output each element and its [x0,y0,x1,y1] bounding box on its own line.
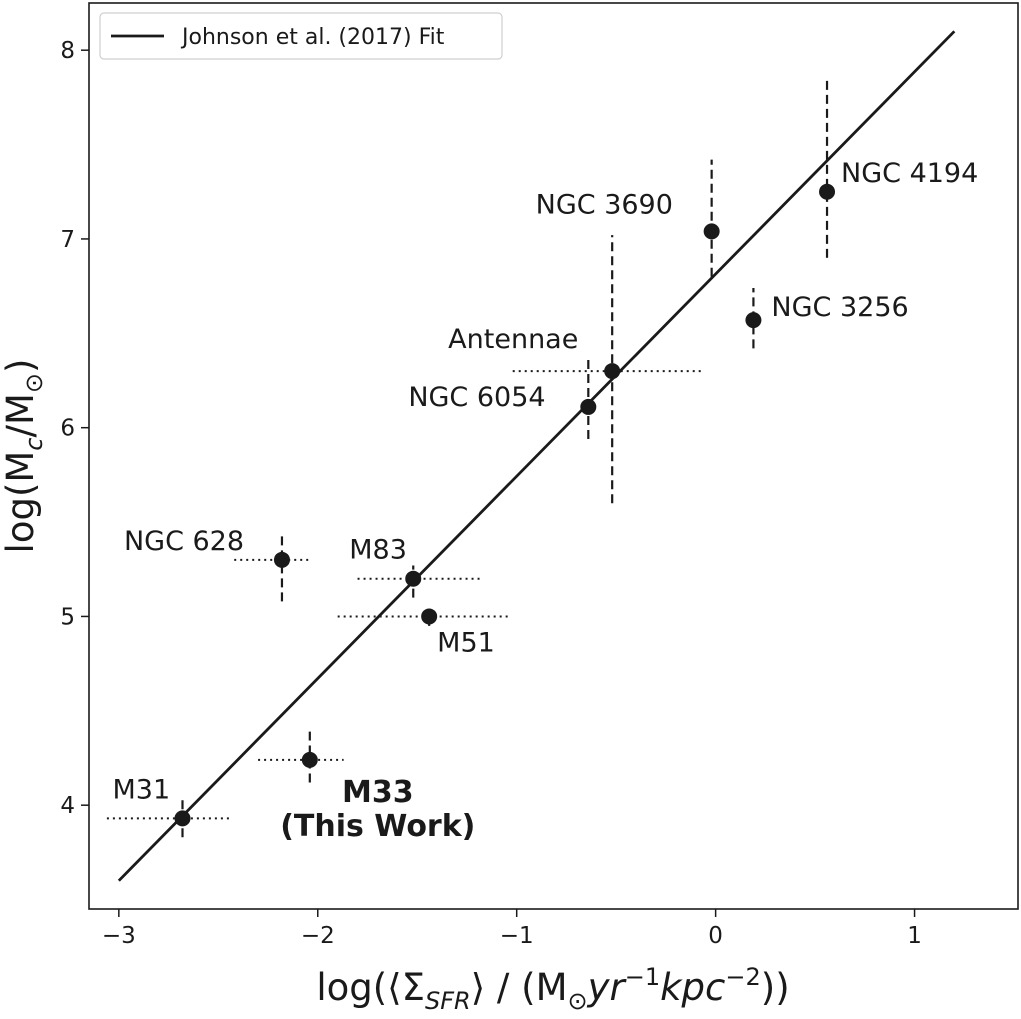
point-label-ngc-3256: NGC 3256 [771,292,908,323]
y-tick-label: 8 [60,38,75,64]
data-point-m31 [174,810,191,827]
data-point-ngc-6054 [580,398,597,415]
x-tick-label: 1 [907,923,922,949]
point-label-m83: M83 [349,535,407,566]
point-labels-layer: M31 M33(This Work) NGC 628 M83 M51 NGC 6054 An… [112,158,978,844]
points-layer [174,183,836,827]
point-label-ngc-3690: NGC 3690 [536,189,673,220]
y-axis-label: log(Mc/M⊙) [0,359,48,554]
fit-line [117,30,956,882]
x-tick-label: −1 [500,923,534,949]
x-axis-label: log(⟨ΣSFR⟩ / (M⊙yr−1kpc−2)) [316,963,789,1015]
data-point-ngc-4194 [819,183,836,200]
point-label-ngc-6054: NGC 6054 [408,382,545,413]
y-tick-label: 6 [60,416,75,442]
y-tick-label: 7 [60,227,75,253]
x-tick-label: −3 [102,923,136,949]
fit-line-layer [117,30,956,882]
legend: Johnson et al. (2017) Fit [99,12,503,60]
data-point-ngc-628 [273,551,290,568]
ticks-layer: −3 −2 −1 0 1 4 5 6 7 8 [60,38,922,949]
x-tick-label: 0 [708,923,723,949]
data-point-antennae [604,363,621,380]
data-point-ngc-3256 [745,312,762,329]
plot-frame [88,2,1019,910]
point-label-m51: M51 [437,627,495,658]
data-point-m33 [301,751,318,768]
point-label-m31: M31 [112,774,170,805]
data-point-m83 [405,570,422,587]
data-point-ngc-3690 [703,223,720,240]
error-bars-layer [106,78,829,838]
y-tick-label: 4 [60,793,75,819]
point-label-ngc-628: NGC 628 [124,526,244,557]
legend-box [99,12,503,60]
x-tick-label: −2 [301,923,335,949]
point-label-m33: M33 [342,775,414,810]
y-tick-label: 5 [60,604,75,630]
point-label-antennae: Antennae [448,324,578,355]
data-point-m51 [421,608,438,625]
legend-label: Johnson et al. (2017) Fit [180,25,445,50]
point-sublabel-m33: (This Work) [280,809,475,844]
point-label-ngc-4194: NGC 4194 [841,158,978,189]
